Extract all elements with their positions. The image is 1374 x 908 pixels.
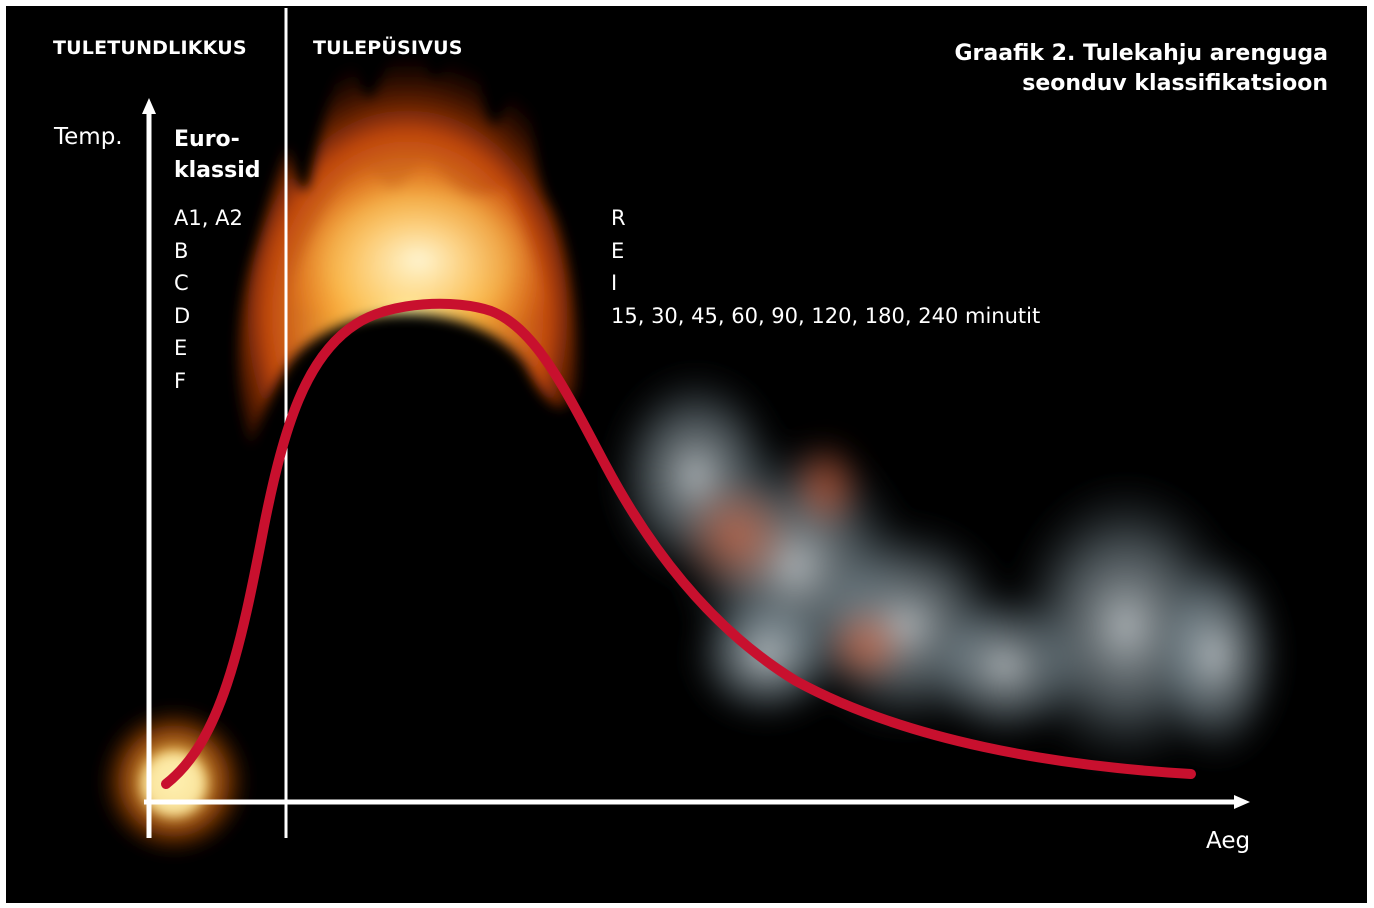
reaction-to-fire-header: TULETUNDLIKKUS xyxy=(53,37,247,59)
chart-title: Graafik 2. Tulekahju arenguga seonduv kl… xyxy=(908,39,1328,99)
euroclass-item: A1, A2 xyxy=(174,206,243,230)
flame-cloud xyxy=(238,11,577,446)
smoke-cloud xyxy=(606,366,1286,776)
euroclass-item: D xyxy=(174,303,191,328)
resistance-criterion: E xyxy=(611,238,625,263)
temperature-curve xyxy=(161,298,1196,789)
chart-title-line1: Graafik 2. Tulekahju arenguga xyxy=(954,41,1328,66)
resistance-criteria-list: R E I 15, 30, 45, 60, 90, 120, 180, 240 … xyxy=(611,202,1040,332)
diagram-artwork xyxy=(96,8,1286,859)
y-axis-label: Temp. xyxy=(54,124,123,150)
euroclasses-heading-line1: Euro- xyxy=(174,127,240,152)
euroclasses-heading: Euro- klassid xyxy=(174,124,261,186)
resistance-criterion: I xyxy=(611,271,618,295)
fire-development-diagram: TULETUNDLIKKUS TULEPÜSIVUS Graafik 2. Tu… xyxy=(6,6,1367,903)
y-axis-arrowhead xyxy=(142,98,156,114)
fire-resistance-header: TULEPÜSIVUS xyxy=(313,37,463,59)
euroclass-item: F xyxy=(174,368,187,393)
euroclasses-heading-line2: klassid xyxy=(174,158,261,183)
x-axis-label: Aeg xyxy=(1206,828,1251,854)
resistance-criterion: R xyxy=(611,206,626,230)
x-axis-arrowhead xyxy=(1234,795,1250,809)
euroclass-item: B xyxy=(174,238,189,263)
euroclass-item: C xyxy=(174,271,189,295)
chart-title-line2: seonduv klassifikatsioon xyxy=(1022,71,1328,96)
euroclasses-list: A1, A2 B C D E F xyxy=(174,202,243,397)
euroclass-item: E xyxy=(174,336,188,360)
resistance-durations: 15, 30, 45, 60, 90, 120, 180, 240 minuti… xyxy=(611,303,1041,328)
